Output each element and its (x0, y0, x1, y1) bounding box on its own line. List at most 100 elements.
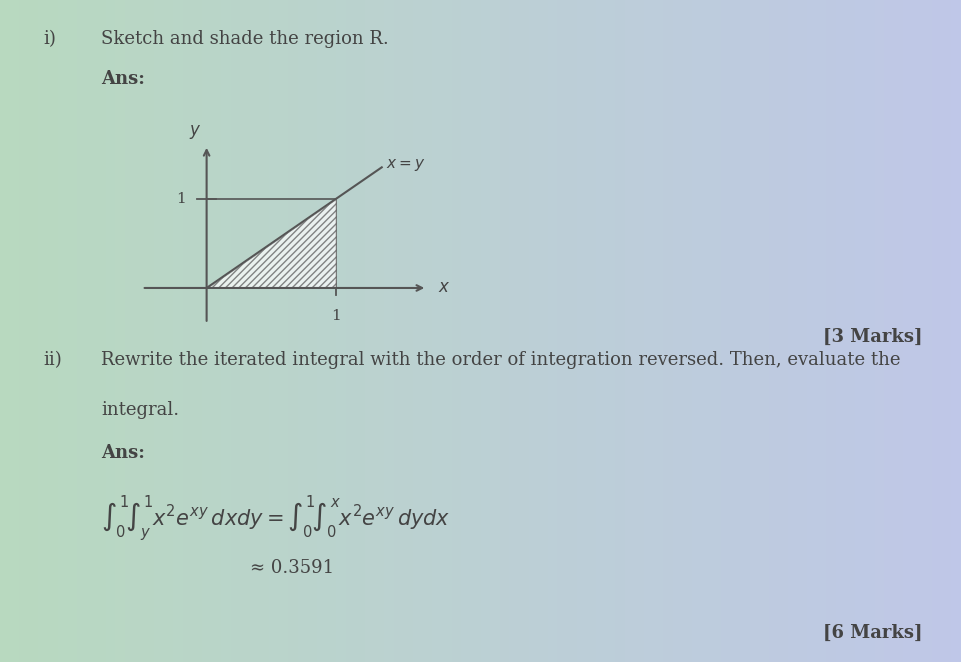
Bar (394, 0, 404, 662)
Bar (38, 0, 48, 662)
Bar (913, 0, 923, 662)
Text: $x$: $x$ (437, 279, 450, 297)
Bar (529, 0, 538, 662)
Bar (67, 0, 77, 662)
Bar (567, 0, 577, 662)
Bar (375, 0, 384, 662)
Bar (356, 0, 365, 662)
Bar (596, 0, 605, 662)
Text: $\int_0^1\!\int_y^1 x^2e^{xy}\,dxdy = \int_0^1\!\int_0^x x^2e^{xy}\,dydx$: $\int_0^1\!\int_y^1 x^2e^{xy}\,dxdy = \i… (101, 493, 451, 544)
Bar (625, 0, 634, 662)
Bar (846, 0, 855, 662)
Text: $y$: $y$ (189, 122, 201, 140)
Bar (250, 0, 259, 662)
Bar (48, 0, 58, 662)
Bar (96, 0, 106, 662)
Text: [6 Marks]: [6 Marks] (823, 624, 923, 642)
Bar (144, 0, 154, 662)
Bar (807, 0, 817, 662)
Bar (644, 0, 653, 662)
Bar (336, 0, 346, 662)
Bar (125, 0, 135, 662)
Bar (634, 0, 644, 662)
Bar (682, 0, 692, 662)
Bar (308, 0, 317, 662)
Bar (798, 0, 807, 662)
Bar (77, 0, 86, 662)
Bar (817, 0, 826, 662)
Bar (951, 0, 961, 662)
Bar (279, 0, 288, 662)
Bar (923, 0, 932, 662)
Bar (432, 0, 442, 662)
Text: [3 Marks]: [3 Marks] (823, 328, 923, 346)
Bar (615, 0, 625, 662)
Bar (0, 0, 10, 662)
Polygon shape (207, 199, 336, 288)
Bar (480, 0, 490, 662)
Bar (19, 0, 29, 662)
Bar (903, 0, 913, 662)
Text: 1: 1 (332, 309, 341, 323)
Bar (826, 0, 836, 662)
Bar (183, 0, 192, 662)
Bar (788, 0, 798, 662)
Bar (932, 0, 942, 662)
Bar (769, 0, 778, 662)
Bar (240, 0, 250, 662)
Bar (778, 0, 788, 662)
Text: i): i) (43, 30, 56, 48)
Text: Rewrite the iterated integral with the order of integration reversed. Then, eval: Rewrite the iterated integral with the o… (101, 351, 900, 369)
Bar (317, 0, 327, 662)
Bar (106, 0, 115, 662)
Bar (154, 0, 163, 662)
Bar (221, 0, 231, 662)
Bar (586, 0, 596, 662)
Bar (115, 0, 125, 662)
Bar (346, 0, 356, 662)
Bar (557, 0, 567, 662)
Bar (711, 0, 721, 662)
Bar (500, 0, 509, 662)
Bar (721, 0, 730, 662)
Bar (865, 0, 875, 662)
Bar (673, 0, 682, 662)
Bar (404, 0, 413, 662)
Bar (259, 0, 269, 662)
Bar (490, 0, 500, 662)
Bar (173, 0, 183, 662)
Bar (192, 0, 202, 662)
Bar (875, 0, 884, 662)
Text: Sketch and shade the region R.: Sketch and shade the region R. (101, 30, 388, 48)
Bar (442, 0, 452, 662)
Bar (759, 0, 769, 662)
Text: ≈ 0.3591: ≈ 0.3591 (250, 559, 334, 577)
Bar (327, 0, 336, 662)
Text: 1: 1 (176, 191, 185, 206)
Bar (135, 0, 144, 662)
Bar (894, 0, 903, 662)
Bar (202, 0, 211, 662)
Bar (471, 0, 480, 662)
Bar (452, 0, 461, 662)
Bar (653, 0, 663, 662)
Bar (663, 0, 673, 662)
Bar (942, 0, 951, 662)
Bar (548, 0, 557, 662)
Text: integral.: integral. (101, 401, 179, 418)
Bar (855, 0, 865, 662)
Bar (269, 0, 279, 662)
Text: Ans:: Ans: (101, 444, 145, 461)
Bar (365, 0, 375, 662)
Bar (519, 0, 529, 662)
Bar (163, 0, 173, 662)
Bar (211, 0, 221, 662)
Bar (702, 0, 711, 662)
Bar (58, 0, 67, 662)
Bar (884, 0, 894, 662)
Bar (288, 0, 298, 662)
Bar (577, 0, 586, 662)
Bar (413, 0, 423, 662)
Bar (750, 0, 759, 662)
Text: $x = y$: $x = y$ (385, 157, 425, 173)
